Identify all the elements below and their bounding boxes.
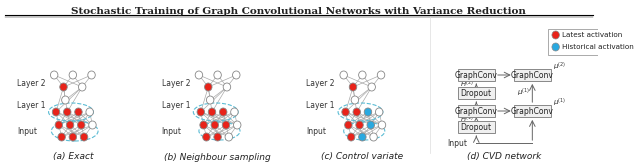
- FancyBboxPatch shape: [458, 69, 495, 81]
- Circle shape: [348, 133, 355, 141]
- Text: (c) Control variate: (c) Control variate: [321, 152, 403, 162]
- Text: (b) Neighbour sampling: (b) Neighbour sampling: [164, 152, 271, 162]
- Circle shape: [358, 133, 366, 141]
- Circle shape: [69, 71, 77, 79]
- Circle shape: [552, 43, 559, 51]
- Circle shape: [88, 71, 95, 79]
- Circle shape: [358, 71, 366, 79]
- Circle shape: [69, 133, 77, 141]
- Text: Layer 1: Layer 1: [161, 101, 190, 111]
- Circle shape: [63, 108, 71, 116]
- Text: $\mu^{(2)}$: $\mu^{(2)}$: [553, 61, 566, 73]
- Text: (d) CVD network: (d) CVD network: [467, 152, 541, 162]
- Circle shape: [370, 133, 378, 141]
- Circle shape: [223, 83, 230, 91]
- FancyBboxPatch shape: [458, 87, 495, 99]
- Text: Layer 2: Layer 2: [307, 79, 335, 87]
- Text: Stochastic Training of Graph Convolutional Networks with Variance Reduction: Stochastic Training of Graph Convolution…: [72, 7, 526, 16]
- Text: Input: Input: [447, 138, 468, 148]
- Text: $\mu^{(1)}$: $\mu^{(1)}$: [553, 97, 566, 109]
- Text: GraphConv: GraphConv: [455, 106, 498, 115]
- Circle shape: [353, 108, 360, 116]
- Text: $H^{(2)}$: $H^{(2)}$: [460, 78, 474, 90]
- Text: Historical activation: Historical activation: [562, 44, 634, 50]
- Circle shape: [234, 121, 241, 129]
- Circle shape: [367, 121, 374, 129]
- Circle shape: [58, 133, 65, 141]
- Circle shape: [376, 108, 383, 116]
- Circle shape: [208, 108, 216, 116]
- Circle shape: [340, 71, 348, 79]
- Circle shape: [203, 133, 210, 141]
- Circle shape: [378, 71, 385, 79]
- Circle shape: [77, 121, 85, 129]
- FancyBboxPatch shape: [458, 121, 495, 133]
- Circle shape: [230, 108, 238, 116]
- Circle shape: [195, 71, 203, 79]
- Circle shape: [220, 108, 227, 116]
- Circle shape: [205, 83, 212, 91]
- Circle shape: [232, 71, 240, 79]
- Text: (a) Exact: (a) Exact: [52, 152, 93, 162]
- Text: GraphConv: GraphConv: [511, 106, 554, 115]
- Text: Layer 1: Layer 1: [17, 101, 45, 111]
- Circle shape: [364, 108, 372, 116]
- Text: GraphConv: GraphConv: [511, 70, 554, 80]
- Text: $\mu^{(1)}$: $\mu^{(1)}$: [517, 87, 531, 99]
- Circle shape: [214, 71, 221, 79]
- Circle shape: [200, 121, 207, 129]
- Circle shape: [351, 96, 358, 104]
- Circle shape: [342, 108, 349, 116]
- Text: Dropout: Dropout: [461, 122, 492, 132]
- Text: $H^{(1)}$: $H^{(1)}$: [460, 113, 474, 125]
- Circle shape: [356, 121, 364, 129]
- Circle shape: [67, 121, 74, 129]
- Circle shape: [206, 96, 214, 104]
- Text: Layer 2: Layer 2: [161, 79, 190, 87]
- Circle shape: [552, 31, 559, 39]
- Text: Dropout: Dropout: [461, 88, 492, 98]
- Circle shape: [61, 96, 69, 104]
- Text: Input: Input: [17, 127, 37, 135]
- Circle shape: [75, 108, 82, 116]
- Circle shape: [222, 121, 230, 129]
- Circle shape: [80, 133, 88, 141]
- FancyBboxPatch shape: [458, 105, 495, 117]
- Circle shape: [86, 108, 93, 116]
- Circle shape: [52, 108, 60, 116]
- Circle shape: [368, 83, 376, 91]
- Text: GraphConv: GraphConv: [455, 70, 498, 80]
- Circle shape: [55, 121, 63, 129]
- Circle shape: [349, 83, 356, 91]
- Text: Layer 2: Layer 2: [17, 79, 45, 87]
- FancyBboxPatch shape: [514, 69, 551, 81]
- Text: Input: Input: [307, 127, 326, 135]
- FancyBboxPatch shape: [514, 105, 551, 117]
- Circle shape: [344, 121, 352, 129]
- Circle shape: [89, 121, 96, 129]
- Circle shape: [211, 121, 218, 129]
- Circle shape: [60, 83, 67, 91]
- Text: Input: Input: [161, 127, 182, 135]
- Circle shape: [197, 108, 205, 116]
- Circle shape: [51, 71, 58, 79]
- Text: Latest activation: Latest activation: [562, 32, 623, 38]
- Circle shape: [225, 133, 232, 141]
- Text: Layer 1: Layer 1: [307, 101, 335, 111]
- Circle shape: [378, 121, 386, 129]
- Circle shape: [214, 133, 221, 141]
- Circle shape: [79, 83, 86, 91]
